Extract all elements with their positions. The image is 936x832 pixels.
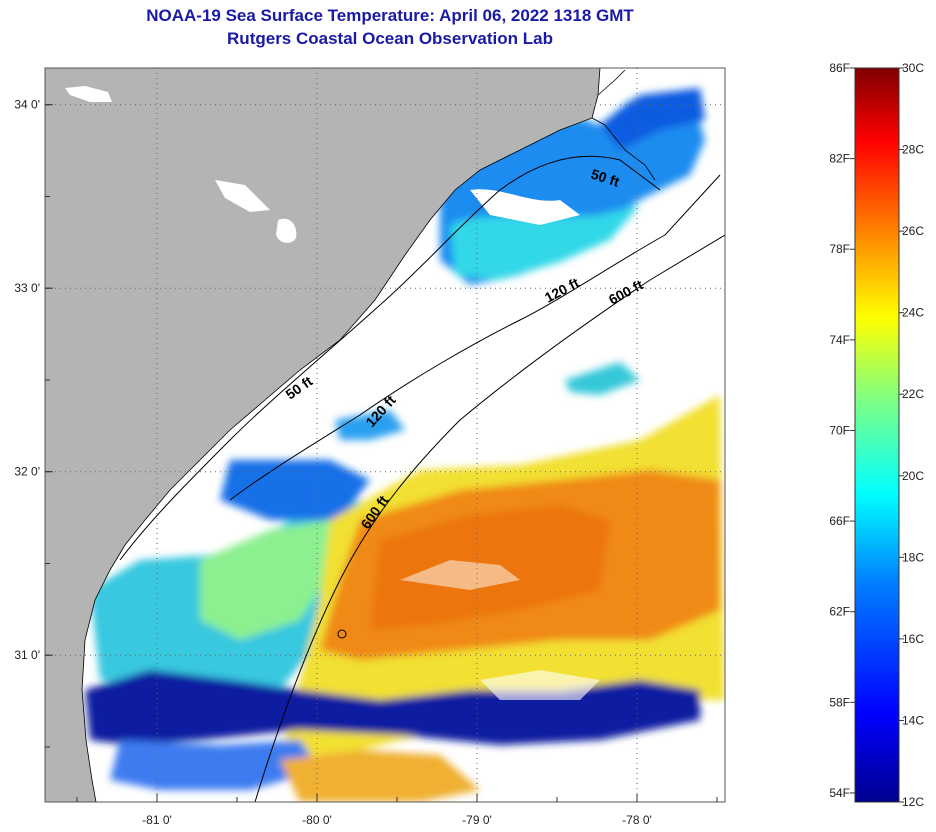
colorbar-celsius-label: 14C <box>902 713 924 727</box>
map-area: 50 ft 120 ft 600 ft 50 ft 120 ft 600 ft <box>45 68 725 802</box>
lat-tick-label: 34 0' <box>14 98 40 112</box>
sst-patch-north-cyan <box>450 205 640 280</box>
sst-patch-coastal-blue <box>220 460 370 520</box>
station-marker <box>337 629 347 639</box>
lon-tick-label: -81 0' <box>142 813 172 827</box>
colorbar-celsius-label: 26C <box>902 224 924 238</box>
colorbar: 86F 82F 78F 74F 70F 66F 62F 58F 54F 30C 28C 26C 24C… <box>829 61 924 809</box>
map-title: NOAA-19 Sea Surface Temperature: April 0… <box>146 6 634 25</box>
colorbar-fahrenheit-label: 82F <box>829 152 850 166</box>
sst-patch-south-warm <box>280 750 480 802</box>
map-frame <box>44 67 726 803</box>
colorbar-celsius-label: 18C <box>902 550 924 564</box>
map-subtitle: Rutgers Coastal Ocean Observation Lab <box>227 29 553 48</box>
colorbar-fahrenheit-label: 58F <box>829 695 850 709</box>
colorbar-fahrenheit-scale: 86F 82F 78F 74F 70F 66F 62F 58F 54F <box>829 61 855 800</box>
lon-tick-label: -78 0' <box>622 813 652 827</box>
land-clouds <box>65 86 297 243</box>
lat-tick-label: 32 0' <box>14 465 40 479</box>
lon-tick-label: -80 0' <box>302 813 332 827</box>
colorbar-celsius-scale: 30C 28C 26C 24C 22C 20C 18C 16C 14C 12C <box>899 61 924 809</box>
colorbar-fahrenheit-label: 66F <box>829 514 850 528</box>
depth-contours <box>119 155 725 802</box>
colorbar-frame <box>854 67 900 803</box>
colorbar-celsius-label: 12C <box>902 795 924 809</box>
sst-patch-southern-darkblue <box>85 670 700 745</box>
lat-tick-label: 31 0' <box>14 648 40 662</box>
colorbar-celsius-label: 20C <box>902 469 924 483</box>
sst-patch-southwest-green <box>200 520 340 640</box>
contour-600ft <box>254 234 725 802</box>
colorbar-fahrenheit-label: 78F <box>829 242 850 256</box>
colorbar-celsius-label: 28C <box>902 143 924 157</box>
land-mass <box>45 68 601 802</box>
cloud-overlays <box>400 189 600 700</box>
sst-patch-southern-mid <box>110 740 320 790</box>
lat-lon-grid <box>45 68 725 802</box>
colorbar-gradient <box>855 68 899 802</box>
sst-patch-central-blue <box>335 410 405 440</box>
lon-tick-label: -79 0' <box>462 813 492 827</box>
colorbar-celsius-label: 16C <box>902 632 924 646</box>
colorbar-celsius-label: 22C <box>902 387 924 401</box>
barrier-island-north <box>591 69 656 181</box>
map-axes: -81 0' -80 0' -79 0' -78 0' 34 0' 33 0' 32 0' 3… <box>14 98 718 827</box>
colorbar-fahrenheit-label: 70F <box>829 423 850 437</box>
sst-patch-small-teal <box>565 362 640 395</box>
colorbar-celsius-label: 24C <box>902 306 924 320</box>
contour-120ft <box>229 174 721 501</box>
lat-tick-label: 33 0' <box>14 281 40 295</box>
colorbar-fahrenheit-label: 54F <box>829 786 850 800</box>
sst-field <box>85 88 725 802</box>
colorbar-fahrenheit-label: 74F <box>829 333 850 347</box>
sst-patch-north-deepblue <box>600 88 705 150</box>
colorbar-celsius-label: 30C <box>902 61 924 75</box>
colorbar-fahrenheit-label: 62F <box>829 605 850 619</box>
colorbar-fahrenheit-label: 86F <box>829 61 850 75</box>
contour-50ft <box>119 155 661 561</box>
